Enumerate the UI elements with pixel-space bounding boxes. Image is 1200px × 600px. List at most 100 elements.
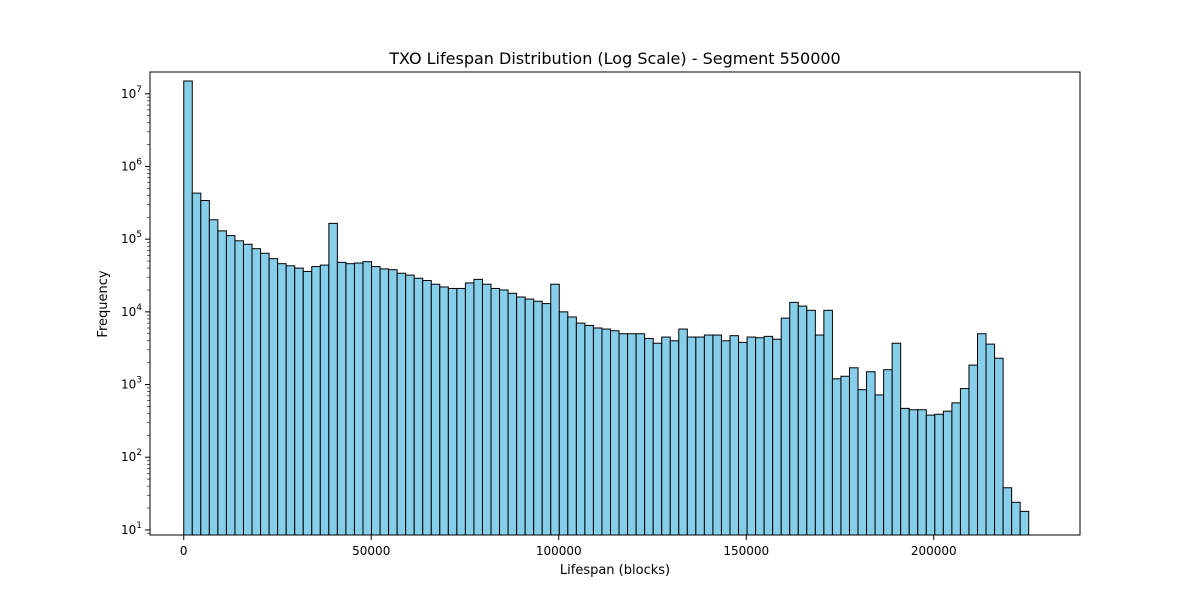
histogram-bar	[345, 263, 355, 536]
histogram-bar	[891, 342, 902, 536]
y-tick-label: 104	[121, 303, 142, 319]
histogram-bar	[678, 328, 688, 536]
histogram-bar	[712, 334, 722, 536]
histogram-bar	[1011, 501, 1021, 536]
histogram-bar	[294, 267, 304, 536]
histogram-bar	[277, 263, 287, 536]
histogram-bar	[627, 333, 637, 536]
y-tick-label: 107	[121, 85, 142, 101]
histogram-bar	[319, 264, 330, 536]
histogram-bar	[618, 333, 629, 536]
histogram-bar	[772, 338, 782, 536]
histogram-bar	[336, 261, 347, 536]
histogram-bar	[695, 336, 705, 536]
histogram-bar	[405, 274, 415, 536]
histogram-bar	[217, 230, 227, 536]
histogram-bar	[797, 305, 808, 536]
histogram-bar	[908, 409, 919, 536]
histogram-bar	[814, 334, 825, 536]
histogram-bar	[644, 338, 654, 536]
histogram-bar	[422, 280, 432, 536]
histogram-bar	[951, 402, 961, 536]
histogram-bar	[883, 369, 893, 536]
histogram-bar	[379, 268, 390, 536]
histogram-bar	[780, 317, 791, 536]
histogram-bar	[541, 303, 552, 536]
histogram-bar	[584, 324, 594, 536]
histogram-bar	[328, 222, 338, 536]
y-axis-ticks: 101 102 103 104 105 106 107	[121, 85, 150, 537]
histogram-bar	[268, 258, 279, 536]
y-tick-label: 103	[121, 376, 142, 392]
histogram-bar	[481, 283, 492, 536]
histogram-bar	[610, 330, 620, 536]
histogram-bar	[473, 278, 483, 536]
x-tick-label: 50000	[352, 544, 390, 558]
histogram-bar	[763, 335, 774, 536]
histogram-bar	[388, 269, 398, 536]
histogram-bar	[311, 266, 321, 536]
histogram-bar	[208, 219, 219, 536]
y-tick-label: 105	[121, 230, 142, 246]
histogram-bar	[1019, 510, 1030, 536]
histogram-bar	[396, 272, 407, 536]
histogram-bar	[994, 357, 1004, 536]
histogram-bar	[746, 336, 757, 536]
histogram-bar	[490, 287, 501, 536]
histogram-bar	[447, 287, 458, 536]
histogram-bar	[524, 298, 535, 536]
histogram-bar	[464, 282, 475, 536]
histogram-bar	[243, 243, 253, 536]
histogram-bar	[234, 240, 244, 536]
histogram-bar	[499, 289, 509, 536]
histogram-bar	[635, 333, 646, 536]
histogram-bar	[925, 414, 936, 536]
histogram-bar	[789, 301, 799, 536]
plot-frame	[149, 71, 1081, 536]
histogram-bar	[550, 283, 560, 536]
histogram-bar	[183, 80, 193, 536]
histogram-bar	[866, 371, 876, 536]
histogram-bar	[848, 367, 859, 536]
y-tick-label: 102	[121, 448, 142, 464]
histogram-bar	[959, 388, 970, 536]
histogram-bar	[823, 309, 833, 536]
histogram-bar	[430, 283, 441, 536]
x-axis-ticks: 0 50000 100000 150000 200000	[180, 535, 957, 558]
histogram-bar	[302, 270, 313, 536]
histogram-bar	[439, 286, 449, 536]
histogram-bar	[720, 340, 731, 536]
histogram-bar	[251, 248, 262, 536]
x-tick-label: 100000	[536, 544, 582, 558]
histogram-bar	[703, 334, 714, 536]
histogram-bar	[857, 389, 868, 536]
histogram-bar	[831, 378, 842, 536]
histogram-bar	[601, 328, 612, 536]
histogram-bar	[806, 309, 816, 536]
histogram-bar	[285, 265, 296, 536]
histogram-bar	[533, 300, 543, 536]
histogram-bar	[558, 311, 569, 536]
histogram-bar	[362, 261, 373, 536]
histogram-bar	[567, 316, 577, 536]
bars-group	[183, 80, 1030, 536]
histogram-bar	[900, 407, 910, 536]
x-tick-label: 200000	[911, 544, 957, 558]
histogram-bar	[669, 340, 680, 536]
histogram-bar	[977, 333, 987, 536]
histogram-bar	[260, 252, 270, 536]
y-tick-label: 101	[121, 521, 142, 537]
y-axis-label: Frequency	[96, 270, 111, 337]
histogram-bar	[353, 262, 364, 536]
histogram-bar	[738, 341, 748, 536]
histogram-bar	[968, 364, 978, 536]
histogram-bar	[652, 342, 663, 536]
histogram-bar	[200, 200, 210, 536]
x-tick-label: 0	[180, 544, 188, 558]
chart-title: TXO Lifespan Distribution (Log Scale) - …	[388, 49, 840, 68]
histogram-bar	[413, 277, 424, 536]
y-tick-label: 106	[121, 157, 142, 173]
histogram-bar	[686, 336, 697, 536]
histogram-bar	[985, 343, 996, 536]
